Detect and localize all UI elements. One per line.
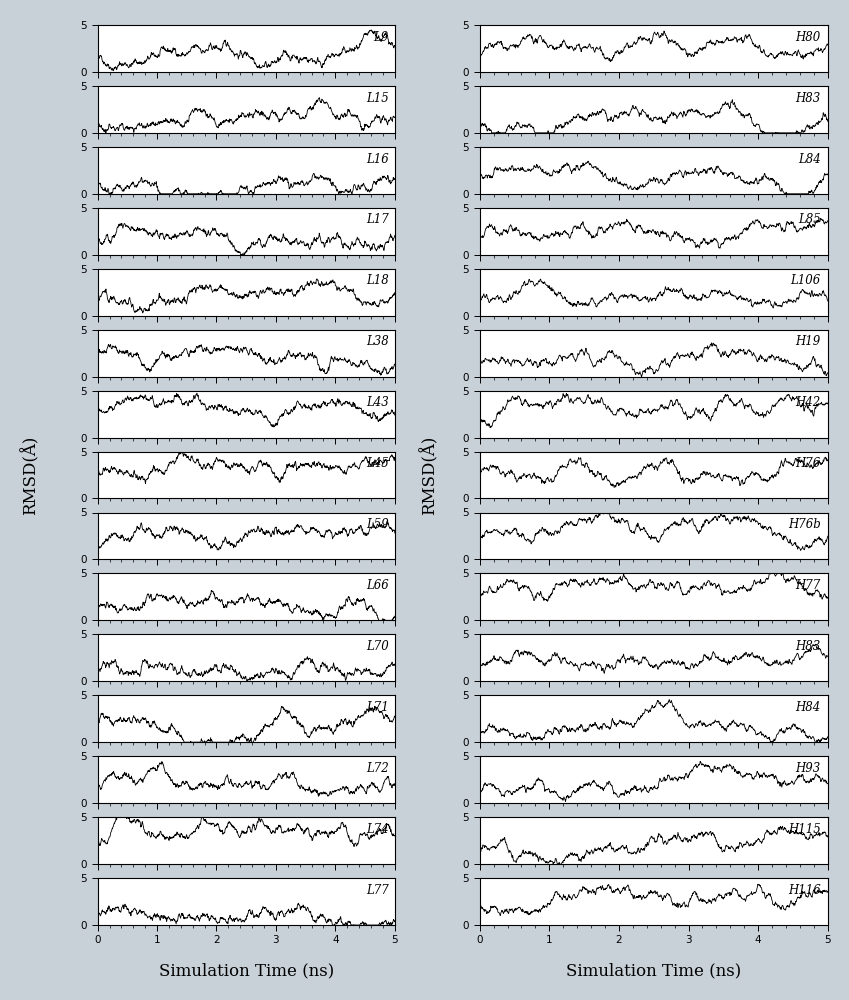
Text: L15: L15	[366, 92, 389, 105]
Text: H115: H115	[788, 823, 821, 836]
Text: RMSD(Å): RMSD(Å)	[420, 435, 439, 515]
Text: L74: L74	[366, 823, 389, 836]
Text: L66: L66	[366, 579, 389, 592]
Text: L38: L38	[366, 335, 389, 348]
Text: H19: H19	[796, 335, 821, 348]
Text: L70: L70	[366, 640, 389, 653]
Text: L45: L45	[366, 457, 389, 470]
Text: L18: L18	[366, 274, 389, 287]
Text: H76: H76	[796, 457, 821, 470]
Text: L84: L84	[798, 153, 821, 166]
Text: H116: H116	[788, 884, 821, 897]
Text: Simulation Time (ns): Simulation Time (ns)	[566, 962, 741, 979]
Text: L85: L85	[798, 213, 821, 226]
Text: RMSD(Å): RMSD(Å)	[21, 435, 40, 515]
Text: Simulation Time (ns): Simulation Time (ns)	[159, 962, 334, 979]
Text: H42: H42	[796, 396, 821, 409]
Text: L71: L71	[366, 701, 389, 714]
Text: L43: L43	[366, 396, 389, 409]
Text: L16: L16	[366, 153, 389, 166]
Text: H93: H93	[796, 762, 821, 775]
Text: L59: L59	[366, 518, 389, 531]
Text: L9: L9	[374, 31, 389, 44]
Text: H84: H84	[796, 701, 821, 714]
Text: H83: H83	[796, 640, 821, 653]
Text: H80: H80	[796, 31, 821, 44]
Text: H76b: H76b	[788, 518, 821, 531]
Text: H83: H83	[796, 92, 821, 105]
Text: L77: L77	[366, 884, 389, 897]
Text: L106: L106	[790, 274, 821, 287]
Text: L72: L72	[366, 762, 389, 775]
Text: H77: H77	[796, 579, 821, 592]
Text: L17: L17	[366, 213, 389, 226]
